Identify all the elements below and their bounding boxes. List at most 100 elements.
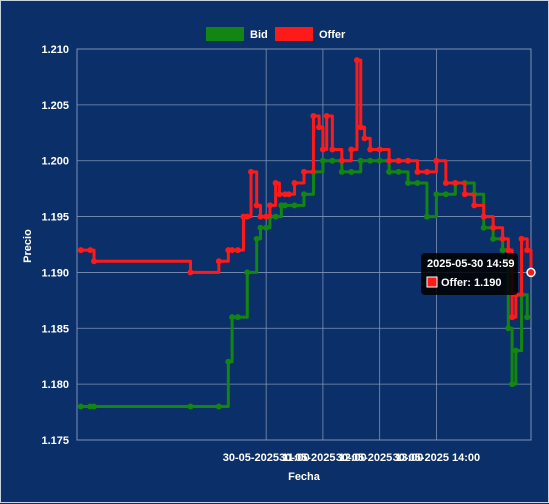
series-bid-point[interactable] (77, 403, 84, 410)
series-bid-point[interactable] (442, 191, 449, 198)
series-offer-point[interactable] (361, 135, 368, 142)
series-bid-point[interactable] (253, 235, 260, 242)
series-bid-point[interactable] (263, 224, 270, 231)
series-offer-point[interactable] (329, 146, 336, 153)
series-bid-point[interactable] (509, 381, 516, 388)
series-offer-point[interactable] (509, 314, 516, 321)
series-bid-point[interactable] (329, 157, 336, 164)
series-lines[interactable] (77, 57, 536, 410)
series-offer-point[interactable] (376, 146, 383, 153)
series-offer-point[interactable] (266, 202, 273, 209)
x-tick-label: 30-05-2025 14:00 (393, 452, 480, 464)
series-bid-point[interactable] (282, 202, 289, 209)
series-bid-point[interactable] (480, 224, 487, 231)
series-offer-point[interactable] (263, 213, 270, 220)
legend[interactable]: Bid Offer (206, 27, 346, 41)
series-offer-point[interactable] (505, 247, 512, 254)
series-bid-line[interactable] (80, 159, 529, 408)
series-bid-point[interactable] (291, 202, 298, 209)
hovered-point[interactable] (526, 267, 536, 278)
series-offer-point[interactable] (77, 247, 84, 254)
series-bid-point[interactable] (187, 403, 194, 410)
series-offer-point[interactable] (323, 113, 330, 120)
series-bid-point[interactable] (257, 224, 264, 231)
series-offer-point[interactable] (253, 202, 260, 209)
series-offer-point[interactable] (272, 180, 279, 187)
series-bid-point[interactable] (319, 157, 326, 164)
x-tick-label: 30-05-2025 13:00 (336, 452, 423, 464)
series-offer-point[interactable] (386, 157, 393, 164)
series-bid-point[interactable] (376, 157, 383, 164)
series-offer-point[interactable] (215, 258, 222, 265)
series-offer-point[interactable] (395, 157, 402, 164)
series-offer-point[interactable] (461, 191, 468, 198)
series-offer-point[interactable] (276, 191, 283, 198)
series-offer-point[interactable] (338, 157, 345, 164)
series-bid-point[interactable] (234, 314, 241, 321)
series-bid-point[interactable] (367, 157, 374, 164)
legend-item-bid[interactable]: Bid (206, 27, 268, 41)
series-bid-point[interactable] (395, 168, 402, 175)
series-bid-point[interactable] (490, 235, 497, 242)
series-bid-point[interactable] (215, 403, 222, 410)
series-offer-point[interactable] (348, 146, 355, 153)
series-bid-point[interactable] (348, 168, 355, 175)
series-offer-point[interactable] (524, 247, 531, 254)
series-bid-point[interactable] (524, 314, 531, 321)
series-offer-point[interactable] (234, 247, 241, 254)
series-offer-point[interactable] (499, 235, 506, 242)
series-bid-point[interactable] (244, 269, 251, 276)
series-offer-point[interactable] (518, 235, 525, 242)
series-offer-point[interactable] (87, 247, 94, 254)
series-offer-point[interactable] (357, 124, 364, 131)
series-bid-point[interactable] (433, 191, 440, 198)
series-bid-point[interactable] (405, 180, 412, 187)
series-offer-point[interactable] (91, 258, 98, 265)
series-bid-point[interactable] (229, 314, 236, 321)
series-offer-point[interactable] (471, 202, 478, 209)
series-bid-point[interactable] (505, 325, 512, 332)
y-tick-label: 1.190 (41, 267, 69, 279)
series-offer-point[interactable] (301, 168, 307, 175)
legend-offer-swatch (275, 27, 313, 41)
series-bid-point[interactable] (301, 191, 307, 198)
series-bid-point[interactable] (414, 180, 421, 187)
series-offer-point[interactable] (442, 180, 449, 187)
y-tick-label: 1.185 (41, 323, 69, 335)
x-tick-label: 30-05-2025 12:00 (279, 452, 366, 464)
series-bid-point[interactable] (423, 213, 430, 220)
series-offer-point[interactable] (414, 168, 421, 175)
series-offer-point[interactable] (310, 113, 317, 120)
series-offer-point[interactable] (423, 168, 430, 175)
series-bid-point[interactable] (512, 347, 519, 354)
series-offer-point[interactable] (285, 191, 292, 198)
y-tick-label: 1.210 (41, 44, 69, 56)
series-offer-point[interactable] (480, 213, 487, 220)
series-offer-point[interactable] (248, 168, 255, 175)
series-bid-point[interactable] (499, 247, 506, 254)
series-offer-point[interactable] (229, 247, 236, 254)
series-offer-point[interactable] (316, 124, 323, 131)
grid-lines (76, 48, 532, 441)
series-bid-point[interactable] (91, 403, 98, 410)
series-bid-point[interactable] (357, 157, 364, 164)
series-offer-point[interactable] (405, 157, 412, 164)
series-bid-point[interactable] (386, 168, 393, 175)
series-bid-point[interactable] (225, 358, 232, 365)
series-offer-point[interactable] (319, 146, 326, 153)
series-offer-point[interactable] (353, 57, 360, 64)
legend-item-offer[interactable]: Offer (275, 27, 346, 41)
series-offer-point[interactable] (257, 213, 264, 220)
series-offer-point[interactable] (291, 180, 298, 187)
series-offer-point[interactable] (187, 269, 194, 276)
series-offer-point[interactable] (367, 146, 374, 153)
series-offer-point[interactable] (433, 157, 440, 164)
series-bid-point[interactable] (272, 213, 279, 220)
series-bid-point[interactable] (338, 168, 345, 175)
series-offer-point[interactable] (244, 213, 251, 220)
series-offer-point[interactable] (490, 224, 497, 231)
series-offer-point[interactable] (452, 180, 459, 187)
